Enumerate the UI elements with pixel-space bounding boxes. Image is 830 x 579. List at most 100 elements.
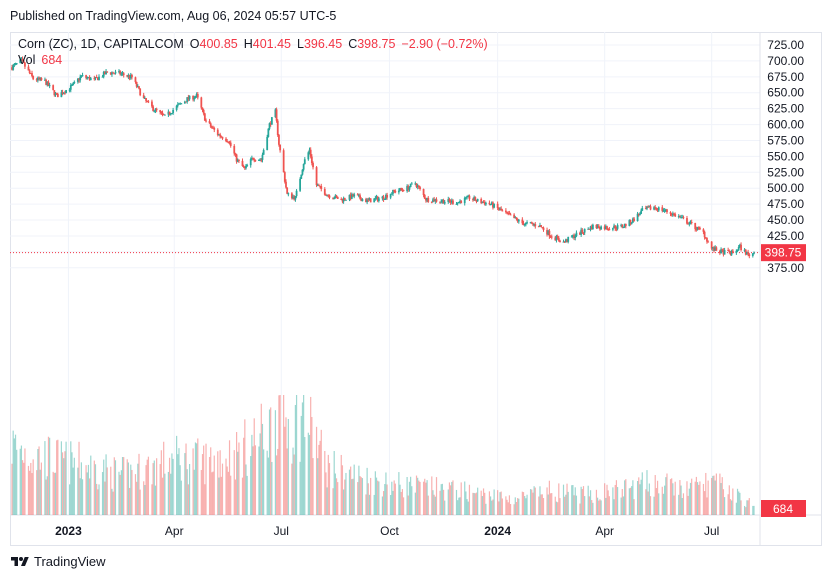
- candle-body: [54, 93, 57, 96]
- candle-body: [119, 71, 122, 75]
- volume-bar: [106, 467, 108, 515]
- candle-body: [366, 199, 369, 203]
- candle-body: [715, 247, 718, 251]
- volume-bar: [69, 484, 71, 515]
- volume-bar: [311, 416, 313, 515]
- volume-bar: [671, 478, 673, 515]
- candle-body: [227, 141, 230, 143]
- candle-body: [287, 193, 290, 195]
- candle-body: [447, 199, 450, 202]
- candle-body: [295, 190, 298, 197]
- candle-body: [221, 136, 224, 139]
- candle-body: [143, 98, 146, 100]
- candle-body: [611, 228, 614, 230]
- volume-bar: [86, 472, 88, 515]
- candle-body: [161, 112, 164, 115]
- candle-body: [94, 76, 97, 79]
- candle-body: [61, 92, 64, 94]
- time-axis: 2023 Apr Jul Oct 2024 Apr Jul: [55, 524, 719, 538]
- candle-body: [374, 198, 377, 200]
- volume-bar: [477, 487, 479, 515]
- volume-bar: [533, 486, 535, 515]
- candle-body: [27, 66, 30, 71]
- volume-bar: [551, 493, 553, 515]
- candle-body: [425, 198, 427, 201]
- volume-bar: [432, 490, 434, 515]
- volume-bar: [702, 483, 705, 515]
- candle-body: [254, 160, 257, 162]
- candle-body: [460, 200, 463, 204]
- candle-body: [283, 172, 286, 182]
- candle-body: [186, 97, 189, 102]
- candle-body: [285, 181, 287, 188]
- candle-body: [229, 142, 232, 146]
- volume-bar: [622, 496, 625, 515]
- candle-body: [253, 159, 256, 161]
- candle-body: [402, 189, 405, 192]
- candle-body: [564, 239, 567, 242]
- candle-body: [416, 185, 419, 188]
- volume-bar: [566, 483, 568, 515]
- volume-bar: [727, 494, 729, 515]
- volume-bar: [126, 459, 128, 515]
- volume-label: Vol: [18, 53, 36, 67]
- volume-bar: [639, 484, 641, 515]
- volume-bar: [351, 479, 353, 515]
- candle-body: [583, 228, 586, 233]
- volume-bar: [90, 455, 92, 515]
- volume-bar: [554, 496, 556, 515]
- volume-bar: [567, 491, 569, 515]
- candle-body: [655, 208, 658, 210]
- volume-bar: [559, 498, 561, 515]
- volume-bar: [295, 395, 298, 515]
- volume-bar: [399, 484, 401, 515]
- volume-bar: [612, 487, 614, 515]
- candle-body: [218, 134, 220, 136]
- tradingview-brand[interactable]: TradingView: [34, 554, 106, 569]
- grid: [10, 32, 822, 546]
- candle-body: [219, 134, 222, 137]
- volume-bar: [128, 487, 131, 515]
- high-label: H: [243, 37, 253, 51]
- candle-body: [641, 208, 644, 211]
- tradingview-logo-icon[interactable]: [10, 555, 30, 569]
- candle-body: [152, 106, 155, 111]
- volume-bar: [481, 496, 483, 515]
- volume-bar: [547, 494, 549, 515]
- volume-bar: [548, 480, 550, 515]
- price-tick-label: 675.00: [767, 70, 804, 84]
- candle-body: [103, 71, 106, 75]
- candle-body: [409, 183, 412, 188]
- symbol-title[interactable]: Corn (ZC), 1D, CAPITALCOM: [18, 37, 184, 51]
- volume-bar: [134, 474, 137, 515]
- volume-bar: [665, 477, 667, 515]
- candle-body: [534, 224, 537, 227]
- candle-body: [426, 197, 428, 201]
- volume-bar: [497, 490, 499, 515]
- candle-body: [389, 194, 392, 198]
- volume-bar: [686, 481, 688, 515]
- candle-body: [127, 75, 130, 77]
- volume-bar: [631, 486, 633, 515]
- candle-body: [443, 201, 446, 204]
- volume-bar: [728, 485, 730, 515]
- candle-body: [740, 244, 742, 251]
- candle-body: [71, 85, 73, 87]
- candle-body: [466, 196, 468, 198]
- candle-body: [537, 226, 540, 228]
- candle-body: [236, 159, 239, 162]
- candle-body: [79, 76, 82, 81]
- candlestick-chart[interactable]: 725.00 700.00 675.00 650.00 625.00 600.00575.…: [10, 32, 822, 546]
- candle-body: [209, 123, 212, 127]
- candle-body: [19, 59, 22, 64]
- candle-body: [106, 71, 109, 73]
- volume-bar: [439, 490, 441, 515]
- candle-body: [382, 196, 385, 200]
- candle-body: [606, 226, 608, 230]
- volume-bar: [440, 484, 442, 515]
- volume-bar: [740, 500, 742, 515]
- candle-body: [122, 73, 125, 76]
- candle-body: [145, 98, 147, 101]
- volume-bar: [307, 432, 309, 515]
- volume-bar: [167, 471, 169, 515]
